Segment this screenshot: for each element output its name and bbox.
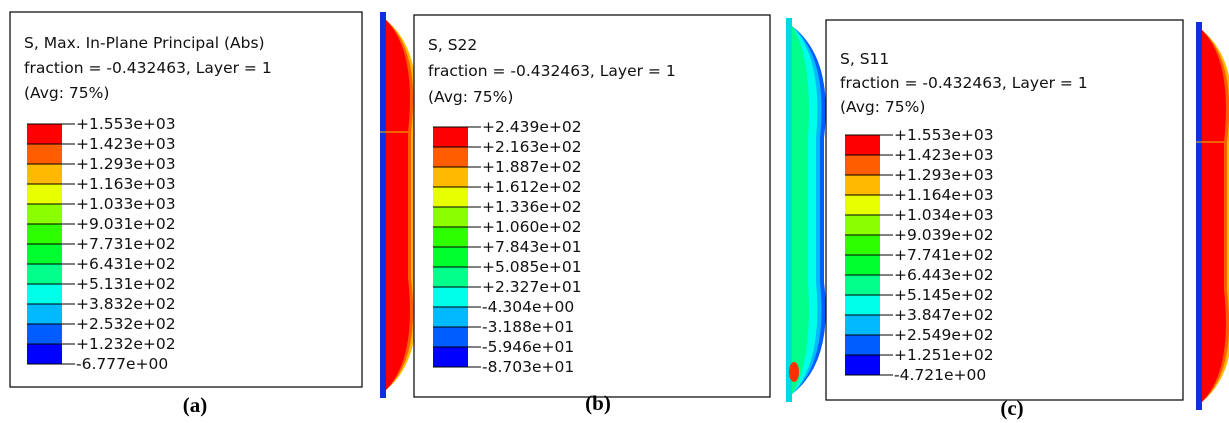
legend-header: S, S11: [840, 50, 889, 68]
legend-value: +3.832e+02: [76, 295, 176, 313]
legend-header: (Avg: 75%): [840, 98, 925, 116]
legend-value: +2.327e+01: [482, 278, 582, 296]
legend-swatch: [433, 247, 468, 267]
legend-value: +1.293e+03: [76, 155, 176, 173]
legend-swatch: [27, 164, 62, 184]
legend-swatch: [433, 327, 468, 347]
legend-swatch: [433, 147, 468, 167]
legend-swatch: [845, 215, 880, 235]
contour-band: [1202, 30, 1226, 402]
caption: (b): [585, 391, 611, 415]
legend-value: +1.034e+03: [894, 206, 994, 224]
legend-header: fraction = -0.432463, Layer = 1: [24, 59, 272, 77]
contour-plot: [380, 12, 416, 398]
legend-swatch: [845, 135, 880, 155]
legend-value: -8.703e+01: [482, 358, 574, 376]
legend-value: -3.188e+01: [482, 318, 574, 336]
legend-value: +1.612e+02: [482, 178, 582, 196]
legend-swatch: [27, 144, 62, 164]
legend-swatch: [27, 184, 62, 204]
hot-spot: [789, 362, 799, 382]
legend-swatch: [27, 284, 62, 304]
legend-value: +1.163e+03: [76, 175, 176, 193]
legend-header: S, S22: [428, 36, 477, 54]
legend-swatch: [845, 175, 880, 195]
legend-swatch: [27, 344, 62, 364]
legend-swatch: [845, 335, 880, 355]
legend-value: +1.060e+02: [482, 218, 582, 236]
contour-plot: [786, 18, 826, 402]
legend-value: +2.163e+02: [482, 138, 582, 156]
legend-value: +1.336e+02: [482, 198, 582, 216]
legend-value: +2.532e+02: [76, 315, 176, 333]
legend-value: +7.731e+02: [76, 235, 176, 253]
legend-swatch: [433, 267, 468, 287]
legend-swatch: [27, 244, 62, 264]
legend-value: +9.031e+02: [76, 215, 176, 233]
legend-swatch: [845, 255, 880, 275]
figure: S, Max. In-Plane Principal (Abs) fraction…: [0, 0, 1229, 423]
legend-value: +2.439e+02: [482, 118, 582, 136]
legend-swatch: [433, 227, 468, 247]
legend-value: +6.443e+02: [894, 266, 994, 284]
legend-swatch: [27, 324, 62, 344]
legend-value: +1.251e+02: [894, 346, 994, 364]
caption: (a): [183, 393, 208, 417]
legend-header: fraction = -0.432463, Layer = 1: [428, 62, 676, 80]
contour-band: [792, 26, 809, 394]
legend-swatch: [845, 235, 880, 255]
legend-value: -5.946e+01: [482, 338, 574, 356]
contour-plot: [1196, 22, 1229, 410]
legend-value: +1.553e+03: [894, 126, 994, 144]
legend-header: fraction = -0.432463, Layer = 1: [840, 74, 1088, 92]
legend-header: (Avg: 75%): [428, 88, 513, 106]
legend-value: +2.549e+02: [894, 326, 994, 344]
legend-swatch: [845, 315, 880, 335]
legend-value: +6.431e+02: [76, 255, 176, 273]
legend-value: +1.293e+03: [894, 166, 994, 184]
legend-header: S, Max. In-Plane Principal (Abs): [24, 34, 265, 52]
shell-edge: [380, 12, 386, 398]
legend-swatch: [845, 295, 880, 315]
legend-value: +1.164e+03: [894, 186, 994, 204]
legend-swatch: [845, 155, 880, 175]
legend-swatch: [433, 127, 468, 147]
legend-swatch: [845, 355, 880, 375]
legend-value: -4.304e+00: [482, 298, 574, 316]
contour-band: [386, 20, 410, 390]
legend-swatch: [27, 224, 62, 244]
legend-value: +1.423e+03: [76, 135, 176, 153]
legend-swatch: [433, 287, 468, 307]
caption: (c): [1000, 396, 1023, 420]
legend-swatch: [27, 204, 62, 224]
legend-value: +5.131e+02: [76, 275, 176, 293]
legend-swatch: [27, 124, 62, 144]
legend-value: +7.843e+01: [482, 238, 582, 256]
legend-value: +1.887e+02: [482, 158, 582, 176]
legend-swatch: [433, 167, 468, 187]
legend-swatch: [27, 304, 62, 324]
shell-edge: [1196, 22, 1202, 410]
legend-value: +3.847e+02: [894, 306, 994, 324]
legend-value: -4.721e+00: [894, 366, 986, 384]
legend-swatch: [27, 264, 62, 284]
shell-edge: [786, 18, 792, 402]
legend-value: +1.232e+02: [76, 335, 176, 353]
legend-swatch: [433, 307, 468, 327]
legend-value: +7.741e+02: [894, 246, 994, 264]
legend-swatch: [845, 195, 880, 215]
legend-value: +5.085e+01: [482, 258, 582, 276]
legend-value: -6.777e+00: [76, 355, 168, 373]
legend-value: +1.033e+03: [76, 195, 176, 213]
legend-value: +1.553e+03: [76, 115, 176, 133]
legend-header: (Avg: 75%): [24, 84, 109, 102]
legend-value: +5.145e+02: [894, 286, 994, 304]
legend-swatch: [845, 275, 880, 295]
legend-swatch: [433, 347, 468, 367]
legend-swatch: [433, 187, 468, 207]
legend-value: +9.039e+02: [894, 226, 994, 244]
legend-swatch: [433, 207, 468, 227]
legend-value: +1.423e+03: [894, 146, 994, 164]
